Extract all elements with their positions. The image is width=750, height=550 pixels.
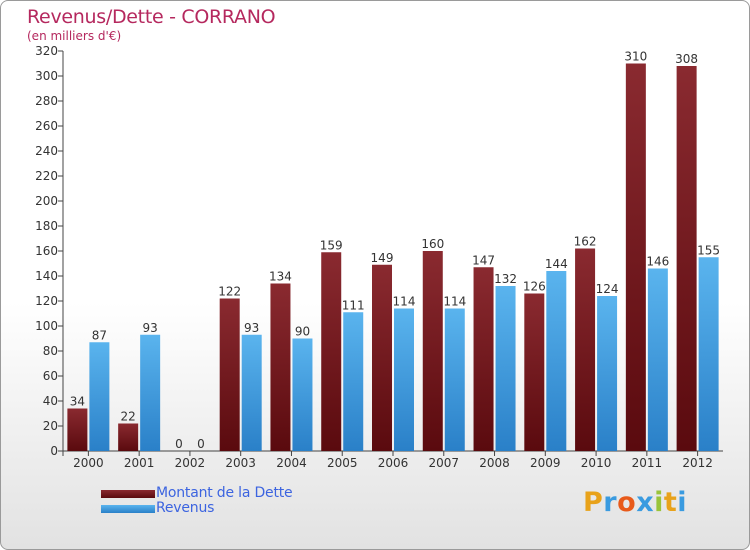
y-tick-label: 40 bbox=[43, 394, 58, 408]
bar-debt bbox=[321, 252, 342, 451]
x-tick-label: 2001 bbox=[124, 456, 155, 470]
bar-debt bbox=[422, 251, 443, 451]
logo-letter: x bbox=[636, 487, 655, 518]
y-tick-label: 240 bbox=[35, 144, 58, 158]
bar-revenue bbox=[546, 271, 567, 451]
x-tick-label: 2008 bbox=[479, 456, 510, 470]
x-tick-label: 2004 bbox=[276, 456, 307, 470]
y-tick-label: 100 bbox=[35, 319, 58, 333]
logo-letter: o bbox=[617, 487, 637, 518]
legend-label-debt: Montant de la Dette bbox=[156, 485, 293, 501]
x-tick-label: 2006 bbox=[378, 456, 409, 470]
y-tick-label: 220 bbox=[35, 169, 58, 183]
y-tick-label: 20 bbox=[43, 419, 58, 433]
x-tick-label: 2002 bbox=[175, 456, 206, 470]
data-label-debt: 134 bbox=[269, 270, 292, 284]
proxiti-logo: Proxiti bbox=[583, 487, 687, 518]
y-tick-label: 120 bbox=[35, 294, 58, 308]
bar-debt bbox=[473, 267, 494, 451]
logo-letter: i bbox=[654, 487, 664, 518]
data-label-debt: 22 bbox=[121, 410, 136, 424]
data-label-revenue: 124 bbox=[596, 282, 619, 296]
x-tick-label: 2007 bbox=[428, 456, 459, 470]
y-tick-label: 160 bbox=[35, 244, 58, 258]
data-label-debt: 122 bbox=[218, 285, 241, 299]
bar-revenue bbox=[597, 296, 618, 451]
bar-debt bbox=[524, 293, 545, 451]
bar-revenue bbox=[647, 268, 668, 451]
data-label-debt: 310 bbox=[624, 50, 647, 64]
data-label-debt: 149 bbox=[371, 251, 394, 265]
data-label-revenue: 114 bbox=[443, 295, 466, 309]
x-tick-label: 2009 bbox=[530, 456, 561, 470]
legend-label-revenue: Revenus bbox=[156, 500, 215, 516]
x-tick-label: 2005 bbox=[327, 456, 358, 470]
data-label-revenue: 146 bbox=[646, 255, 669, 269]
bar-revenue bbox=[241, 334, 262, 451]
y-tick-label: 300 bbox=[35, 69, 58, 83]
bar-revenue bbox=[140, 334, 161, 451]
y-tick-label: 320 bbox=[35, 44, 58, 58]
data-label-debt: 308 bbox=[675, 52, 698, 66]
bar-debt bbox=[270, 283, 291, 451]
data-label-revenue: 90 bbox=[295, 325, 310, 339]
data-label-revenue: 144 bbox=[545, 257, 568, 271]
data-label-revenue: 132 bbox=[494, 272, 517, 286]
chart-title: Revenus/Dette - CORRANO bbox=[27, 6, 276, 28]
data-label-debt: 34 bbox=[70, 395, 85, 409]
data-label-revenue: 0 bbox=[197, 437, 205, 451]
legend-swatch-revenue bbox=[101, 505, 155, 513]
bar-revenue bbox=[394, 308, 414, 451]
data-label-debt: 160 bbox=[421, 237, 444, 251]
data-label-revenue: 93 bbox=[143, 321, 158, 335]
data-label-revenue: 155 bbox=[697, 243, 720, 257]
bar-revenue bbox=[343, 312, 364, 451]
y-tick-label: 260 bbox=[35, 119, 58, 133]
bar-debt bbox=[118, 423, 139, 451]
x-tick-label: 2011 bbox=[632, 456, 663, 470]
y-tick-label: 60 bbox=[43, 369, 58, 383]
bar-revenue bbox=[495, 286, 516, 451]
bar-debt bbox=[625, 63, 646, 451]
data-label-debt: 147 bbox=[472, 253, 495, 267]
data-label-revenue: 93 bbox=[244, 321, 259, 335]
x-tick-label: 2010 bbox=[581, 456, 612, 470]
y-tick-label: 180 bbox=[35, 219, 58, 233]
bar-debt bbox=[372, 264, 392, 451]
y-tick-label: 140 bbox=[35, 269, 58, 283]
data-label-debt: 126 bbox=[523, 280, 546, 294]
data-label-debt: 0 bbox=[175, 437, 183, 451]
x-tick-label: 2000 bbox=[73, 456, 104, 470]
logo-letter: t bbox=[663, 487, 678, 518]
data-label-revenue: 111 bbox=[342, 298, 365, 312]
bar-revenue bbox=[292, 338, 313, 451]
data-label-revenue: 87 bbox=[92, 328, 107, 342]
logo-letter: P bbox=[583, 487, 604, 518]
x-tick-label: 2003 bbox=[225, 456, 256, 470]
x-tick-label: 2012 bbox=[682, 456, 713, 470]
bar-debt bbox=[67, 408, 88, 451]
bar-debt bbox=[676, 66, 697, 451]
bar-debt bbox=[219, 298, 240, 451]
bar-revenue bbox=[698, 257, 719, 451]
logo-letter: r bbox=[603, 487, 618, 518]
bar-debt bbox=[575, 248, 596, 451]
data-label-revenue: 114 bbox=[393, 295, 416, 309]
y-tick-label: 200 bbox=[35, 194, 58, 208]
bar-revenue bbox=[444, 308, 465, 451]
legend-swatch-debt bbox=[101, 490, 155, 498]
bar-revenue bbox=[89, 342, 110, 451]
y-tick-label: 280 bbox=[35, 94, 58, 108]
y-tick-label: 0 bbox=[50, 444, 58, 458]
chart-subtitle: (en milliers d'€) bbox=[27, 29, 122, 43]
logo-letter: i bbox=[677, 487, 688, 518]
data-label-debt: 162 bbox=[574, 235, 597, 249]
y-tick-label: 80 bbox=[43, 344, 58, 358]
data-label-debt: 159 bbox=[320, 238, 343, 252]
